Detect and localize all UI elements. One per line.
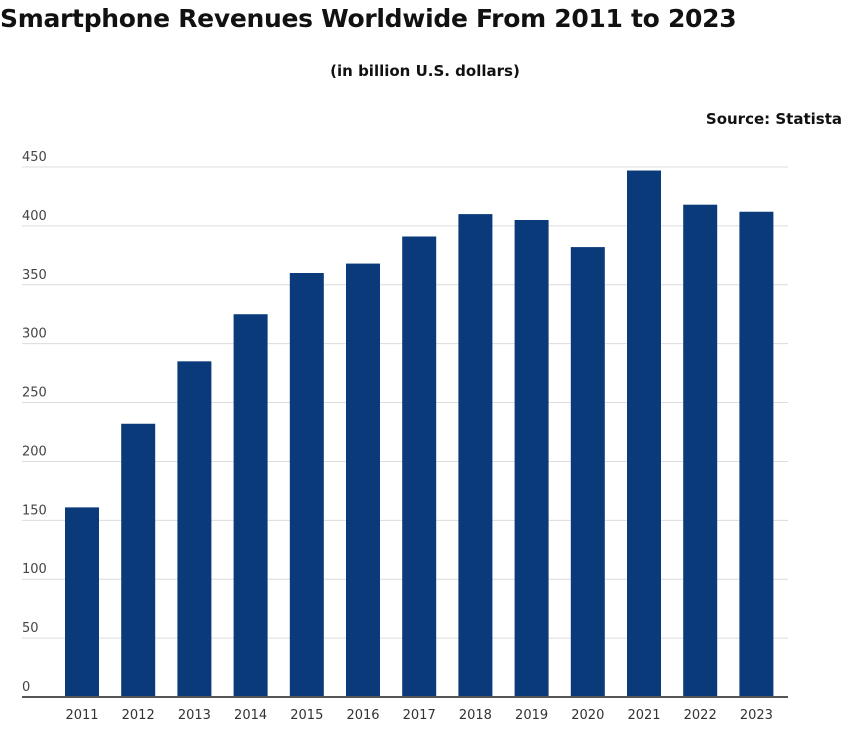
y-tick-label: 100 (22, 562, 47, 577)
x-tick-label: 2023 (740, 708, 773, 723)
x-tick-label: 2021 (627, 708, 660, 723)
bar (346, 263, 380, 697)
y-tick-label: 50 (22, 621, 39, 636)
chart-subtitle: (in billion U.S. dollars) (330, 62, 520, 80)
chart-source: Source: Statista (705, 110, 842, 128)
bar (627, 170, 661, 698)
x-tick-label: 2017 (403, 708, 436, 723)
bar (458, 214, 493, 697)
bar (289, 273, 324, 697)
y-tick-label: 400 (22, 209, 47, 224)
bar (514, 220, 549, 697)
bar (177, 361, 212, 697)
chart-title: Smartphone Revenues Worldwide From 2011 … (0, 4, 737, 33)
x-tick-label: 2018 (459, 708, 492, 723)
x-tick-label: 2020 (571, 708, 604, 723)
bar (570, 247, 605, 698)
y-tick-label: 150 (22, 503, 47, 518)
x-tick-label: 2022 (684, 708, 717, 723)
x-tick-label: 2015 (290, 708, 323, 723)
x-tick-label: 2014 (234, 708, 267, 723)
bar (233, 314, 268, 697)
x-tick-label: 2019 (515, 708, 548, 723)
bar (683, 204, 718, 697)
y-tick-label: 450 (22, 150, 47, 165)
y-tick-label: 200 (22, 444, 47, 459)
y-tick-label: 350 (22, 268, 47, 283)
bar (402, 236, 437, 697)
y-tick-label: 250 (22, 386, 47, 401)
bar (739, 211, 774, 697)
x-tick-label: 2016 (346, 708, 379, 723)
x-tick-label: 2013 (178, 708, 211, 723)
bar (121, 423, 156, 697)
bar (65, 507, 99, 697)
x-tick-label: 2011 (65, 708, 98, 723)
y-tick-label: 300 (22, 327, 47, 342)
x-tick-label: 2012 (122, 708, 155, 723)
y-tick-label: 0 (22, 680, 30, 695)
